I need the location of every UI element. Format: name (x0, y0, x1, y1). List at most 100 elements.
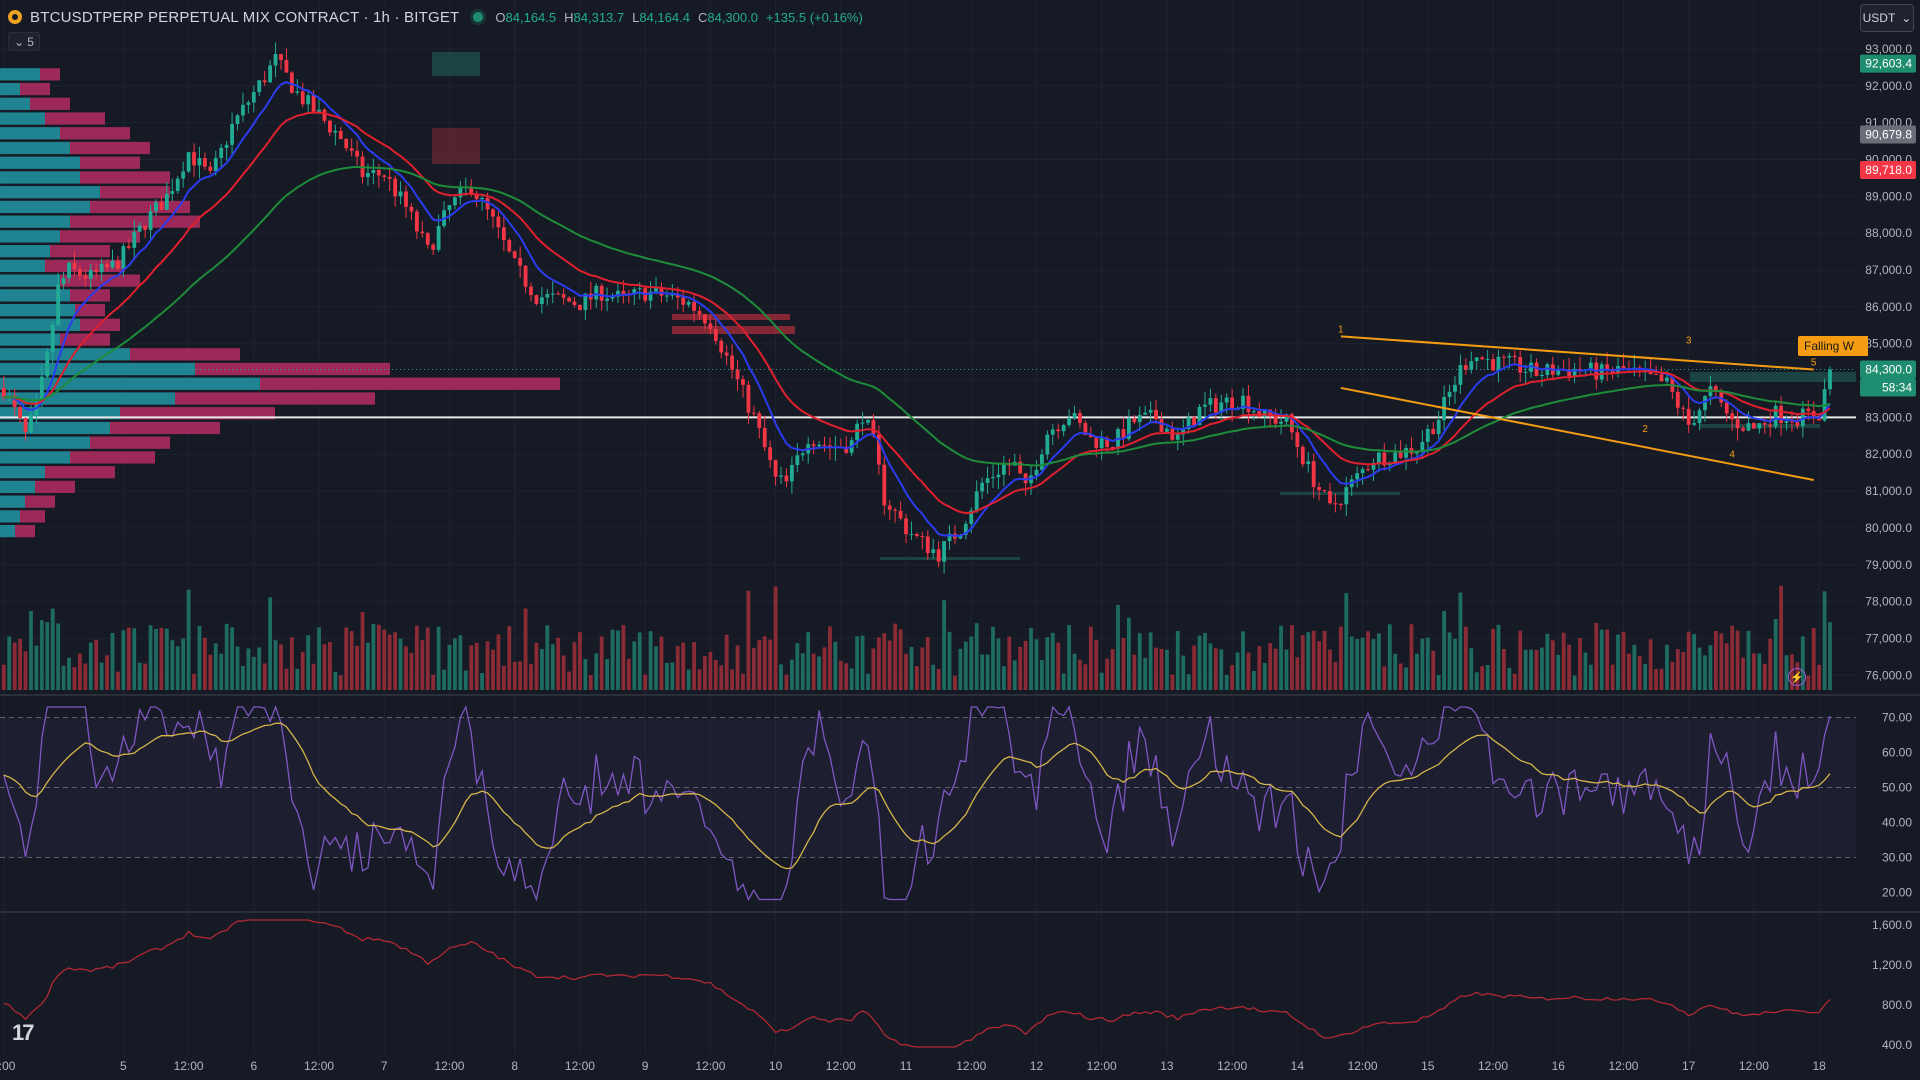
volume-bar (1665, 644, 1669, 690)
volume-bar (1523, 649, 1528, 690)
candle-body (1268, 409, 1273, 417)
volume-bar (1463, 626, 1468, 690)
candle-body (1757, 423, 1762, 429)
volume-bar (50, 608, 55, 690)
volume-bar (1453, 638, 1457, 690)
volume-profile-sell-bar (45, 259, 125, 273)
volume-bar (789, 659, 794, 690)
volume-bar (371, 624, 376, 690)
volume-bar (643, 674, 648, 690)
volume-bar (730, 669, 735, 690)
volume-bar (757, 640, 762, 690)
candle-body (1295, 432, 1300, 447)
volume-bar (393, 632, 398, 690)
candle-body (159, 202, 164, 210)
volume-bar (306, 635, 311, 690)
volume-bar (974, 623, 979, 690)
volume-bar (387, 634, 392, 690)
volume-bar (588, 675, 593, 690)
wedge-point-label: 4 (1729, 450, 1735, 461)
volume-bar (578, 632, 582, 690)
volume-profile-buy-bar (0, 171, 80, 184)
candle-body (909, 534, 914, 536)
volume-bar (567, 671, 571, 690)
candle-body (779, 475, 783, 477)
candle-body (1806, 408, 1811, 411)
volume-bar (474, 642, 479, 690)
close-value: 84,300.0 (707, 9, 758, 25)
volume-bar (1257, 646, 1262, 690)
time-tick-label: 12:00 (1087, 1059, 1117, 1073)
volume-bar (1154, 647, 1158, 690)
time-tick-label: 16 (1552, 1059, 1566, 1073)
volume-bar (1469, 648, 1474, 690)
volume-profile-sell-bar (60, 274, 140, 287)
candle-body (681, 297, 686, 305)
volume-bar (1105, 658, 1110, 690)
volume-bar (1376, 633, 1381, 690)
indicators-collapse-button[interactable]: ⌄ 5 (8, 32, 40, 51)
zone-box (880, 557, 1020, 560)
candle-body (1333, 503, 1338, 505)
tradingview-logo[interactable]: 17 (12, 1020, 35, 1046)
volume-bar (1556, 654, 1561, 690)
volume-bar (1610, 664, 1615, 690)
candle-body (181, 171, 186, 179)
candle-body (936, 549, 941, 562)
volume-bar (241, 665, 245, 690)
candle-body (491, 209, 495, 217)
candle-body (1034, 469, 1039, 476)
candle-body (436, 225, 441, 250)
volume-bar (279, 644, 283, 690)
candle-body (703, 314, 707, 324)
candle-body (637, 288, 642, 290)
volume-bar (648, 631, 653, 690)
candle-body (942, 541, 946, 562)
volume-bar (1784, 655, 1789, 690)
volume-bar (1175, 630, 1180, 690)
volume-bar (23, 651, 28, 690)
volume-bar (529, 663, 533, 690)
symbol-title[interactable]: BTCUSDTPERP PERPETUAL MIX CONTRACT · 1h … (30, 8, 460, 26)
candle-body (1556, 369, 1561, 375)
candle-body (654, 287, 658, 292)
volume-bar (1186, 674, 1191, 690)
time-tick-label: 5 (120, 1059, 127, 1073)
candle-body (898, 510, 903, 519)
indicator-count: 5 (27, 34, 34, 49)
volume-bar (811, 653, 816, 690)
volume-bar (610, 629, 615, 690)
volume-profile-buy-bar (0, 215, 70, 228)
candle-body (1752, 423, 1756, 429)
lightning-icon[interactable]: ⚡ (1788, 668, 1806, 686)
volume-bar (1121, 637, 1126, 690)
candle-body (1262, 409, 1267, 417)
volume-bar (1670, 661, 1675, 690)
pattern-label[interactable]: Falling W (1798, 336, 1868, 356)
volume-bar (523, 608, 528, 690)
volume-profile-sell-bar (100, 186, 170, 199)
volume-bar (1311, 630, 1316, 690)
chevron-down-icon: ⌄ (14, 34, 25, 49)
candle-body (1083, 422, 1088, 436)
volume-bar (322, 644, 327, 690)
candle-body (246, 102, 251, 105)
volume-bar (366, 642, 370, 690)
chevron-down-icon: ⌄ (1901, 11, 1912, 25)
volume-bar (34, 645, 39, 690)
candle-body (1474, 357, 1479, 362)
countdown-tag (1860, 378, 1916, 397)
volume-bar (1643, 664, 1648, 690)
volume-bar (333, 671, 338, 690)
volume-bar (1442, 610, 1447, 690)
candle-body (213, 157, 218, 171)
volume-bar (1621, 631, 1626, 690)
candle-body (241, 104, 245, 116)
candle-body (1110, 446, 1115, 449)
candle-body (186, 152, 191, 172)
volume-bar (1616, 634, 1620, 690)
volume-profile-buy-bar (0, 333, 60, 346)
volume-profile-buy-bar (0, 200, 90, 214)
currency-select[interactable]: USDT ⌄ (1860, 4, 1914, 32)
